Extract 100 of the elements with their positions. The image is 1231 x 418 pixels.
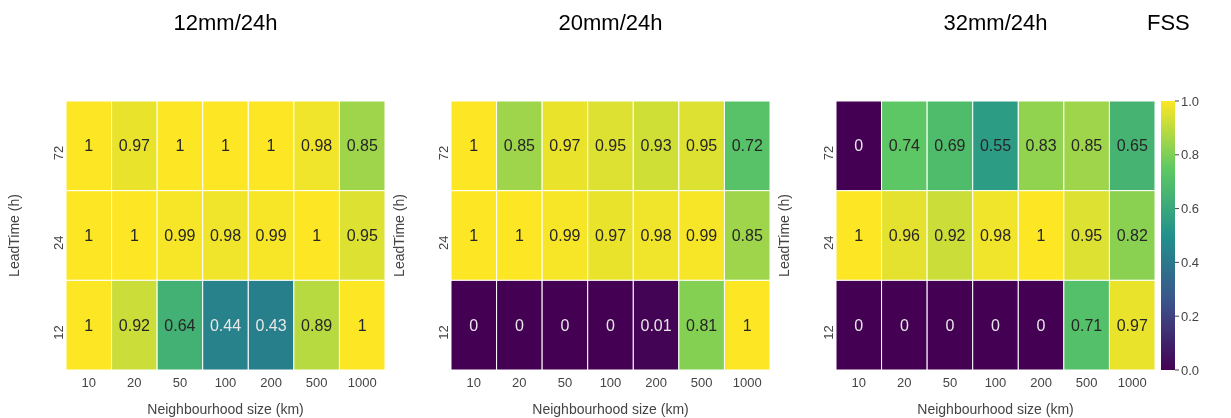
data-label: 1 xyxy=(469,137,479,155)
data-label: 0.71 xyxy=(1071,316,1103,334)
chart-title: 32mm/24h xyxy=(943,10,1048,35)
data-label: 1 xyxy=(469,227,479,245)
data-label: 0 xyxy=(469,316,479,334)
x-tick-label: 100 xyxy=(599,375,622,391)
y-tick-label: 12 xyxy=(435,325,451,340)
x-tick-label: 500 xyxy=(690,375,713,391)
data-label: 1 xyxy=(514,227,524,245)
data-label: 0.89 xyxy=(301,316,333,334)
x-tick-label: 500 xyxy=(305,375,328,391)
data-label: 0.95 xyxy=(346,227,378,245)
data-label: 1 xyxy=(1036,227,1046,245)
data-label: 0 xyxy=(606,316,616,334)
x-tick-label: 20 xyxy=(127,375,142,391)
data-label: 0.65 xyxy=(1116,137,1148,155)
data-label: 0 xyxy=(945,316,955,334)
data-label: 1 xyxy=(312,227,322,245)
x-axis-title: Neighbourhood size (km) xyxy=(532,401,689,417)
data-label: 0.92 xyxy=(934,227,966,245)
color-bar-title: FSS xyxy=(1147,10,1190,36)
x-tick-label: 200 xyxy=(645,375,667,391)
data-label: 0.82 xyxy=(1116,227,1148,245)
x-tick-label: 200 xyxy=(1030,375,1052,391)
data-label: 0.85 xyxy=(731,227,763,245)
y-axis-title: LeadTime (h) xyxy=(5,194,22,277)
data-label: 0.85 xyxy=(503,137,536,155)
data-label: 0.95 xyxy=(594,137,627,155)
data-label: 0.95 xyxy=(1071,227,1103,245)
x-tick-label: 10 xyxy=(851,375,867,391)
y-tick-label: 72 xyxy=(435,145,451,161)
x-tick-label: 1000 xyxy=(1117,375,1147,391)
chart-title: 12mm/24h xyxy=(172,10,279,36)
data-label: 0.98 xyxy=(301,137,333,155)
data-label: 0.98 xyxy=(209,227,242,245)
chart-title: 20mm/24h xyxy=(557,10,664,36)
data-label: 0.99 xyxy=(686,227,718,245)
data-label: 1 xyxy=(357,316,367,334)
data-label: 0.43 xyxy=(255,316,287,334)
data-label: 0 xyxy=(514,316,524,334)
x-axis-title: Neighbourhood size (km) xyxy=(917,401,1074,417)
data-label: 1 xyxy=(84,137,94,155)
data-label: 0.99 xyxy=(164,227,196,245)
x-tick-label: 100 xyxy=(214,375,237,391)
data-label: 0.72 xyxy=(731,137,763,155)
data-label: 0.55 xyxy=(979,137,1012,155)
x-tick-label: 50 xyxy=(172,375,188,391)
data-label: 0.83 xyxy=(1025,137,1057,155)
color-bar-label: 0.4 xyxy=(1181,254,1200,270)
x-tick-label: 50 xyxy=(942,375,958,391)
data-label: 0 xyxy=(854,316,864,334)
data-label: 1 xyxy=(266,137,276,155)
data-label: 0.99 xyxy=(549,227,581,245)
data-label: 0.98 xyxy=(640,227,672,245)
y-axis-title: LeadTime (h) xyxy=(775,194,792,277)
data-label: 0.92 xyxy=(118,316,151,334)
data-label: 0.97 xyxy=(594,227,627,245)
data-label: 0.98 xyxy=(979,227,1012,245)
data-label: 0.64 xyxy=(164,316,196,334)
color-bar-label: 0.0 xyxy=(1181,362,1200,378)
x-tick-label: 500 xyxy=(1075,375,1098,391)
data-label: 0.99 xyxy=(255,227,287,245)
data-label: 0.85 xyxy=(1071,137,1103,155)
data-label: 1 xyxy=(84,227,94,245)
y-tick-label: 24 xyxy=(50,235,66,250)
y-tick-label: 12 xyxy=(50,325,66,340)
data-label: 0 xyxy=(1036,316,1046,334)
x-tick-label: 100 xyxy=(984,375,1007,391)
data-label: 0.69 xyxy=(934,137,966,155)
data-label: 0.81 xyxy=(686,316,718,334)
data-label: 1 xyxy=(742,316,752,334)
color-bar-label: 1.0 xyxy=(1181,93,1200,109)
data-label: 0.85 xyxy=(346,137,378,155)
x-tick-label: 20 xyxy=(897,375,912,391)
data-label: 0.95 xyxy=(686,137,718,155)
data-label: 0.97 xyxy=(1116,316,1148,334)
x-tick-label: 50 xyxy=(557,375,573,391)
y-tick-label: 24 xyxy=(435,235,451,250)
x-tick-label: 10 xyxy=(81,375,97,391)
x-tick-label: 20 xyxy=(512,375,527,391)
data-label: 1 xyxy=(84,316,94,334)
data-label: 0.96 xyxy=(888,227,921,245)
data-label: 0 xyxy=(560,316,570,334)
x-tick-label: 1000 xyxy=(347,375,377,391)
y-tick-label: 12 xyxy=(820,325,836,340)
data-label: 1 xyxy=(221,137,231,155)
data-label: 0 xyxy=(991,316,1001,334)
x-tick-label: 10 xyxy=(466,375,482,391)
data-label: 0.97 xyxy=(549,137,581,155)
data-label: 0.93 xyxy=(640,137,672,155)
x-tick-label: 200 xyxy=(260,375,282,391)
data-label: 0.97 xyxy=(118,137,151,155)
data-label: 0 xyxy=(899,316,909,334)
x-tick-label: 1000 xyxy=(732,375,762,391)
x-axis-title: Neighbourhood size (km) xyxy=(147,401,304,417)
y-tick-label: 72 xyxy=(50,145,66,161)
y-axis-title: LeadTime (h) xyxy=(390,194,407,277)
y-tick-label: 24 xyxy=(820,235,836,250)
data-label: 1 xyxy=(175,137,185,155)
data-label: 0.01 xyxy=(640,316,672,334)
